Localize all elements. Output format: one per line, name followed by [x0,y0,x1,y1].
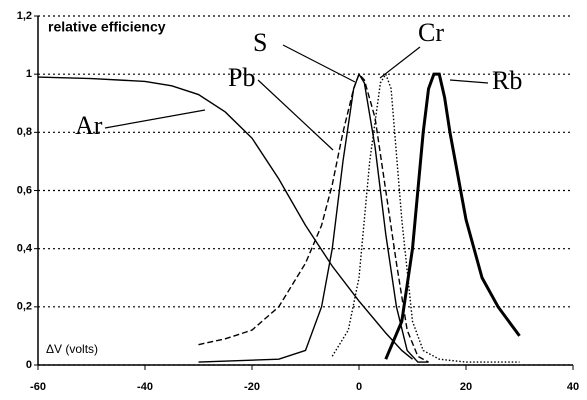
series-line [331,72,520,363]
series-line [198,72,429,363]
x-tick-label: 40 [567,381,579,393]
series-label: Rb [492,66,522,95]
series-label: Pb [228,63,255,92]
x-axis-label: ΔV (volts) [46,342,98,356]
series-line [384,72,521,360]
y-tick-label: 0 [26,359,32,371]
x-tick-label: -60 [30,381,46,393]
y-tick-label: 0,4 [17,243,33,255]
series-line [37,76,413,360]
x-tick-label: 0 [356,381,362,393]
y-axis-label: relative efficiency [48,19,166,35]
label-arrow [282,44,356,83]
series-label: Ar [75,111,103,140]
series-line [198,72,429,363]
label-arrow [449,79,489,84]
label-arrow [104,109,206,129]
y-tick-label: 0,2 [17,301,32,313]
series-label: S [253,28,267,57]
label-arrow [257,79,334,151]
x-tick-label: -20 [244,381,260,393]
y-tick-label: 1,2 [17,10,32,22]
series-label: Cr [418,18,444,47]
label-arrow [379,46,421,79]
x-tick-label: -40 [137,381,153,393]
x-tick-label: 20 [460,381,472,393]
y-tick-label: 0,6 [17,184,32,196]
y-tick-label: 1 [26,68,32,80]
y-tick-label: 0,8 [17,126,32,138]
